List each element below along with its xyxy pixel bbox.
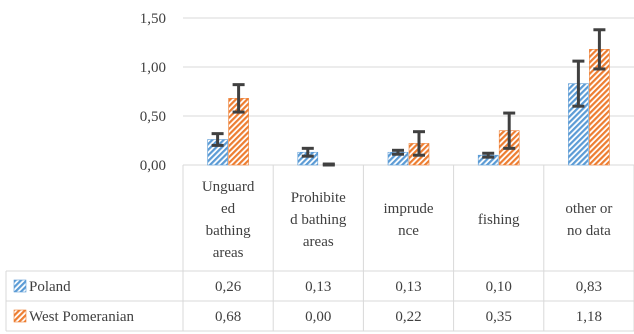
table-value: 0,83 bbox=[576, 279, 602, 295]
error-bar bbox=[503, 111, 516, 150]
category-label: Prohibite d bathing areas bbox=[290, 190, 347, 250]
error-bar bbox=[413, 130, 425, 157]
table-value: 0,26 bbox=[215, 279, 242, 295]
y-tick-label: 1,50 bbox=[140, 11, 166, 27]
error-bars bbox=[211, 28, 606, 167]
table-value: 0,35 bbox=[486, 309, 512, 325]
legend-label: Poland bbox=[29, 279, 71, 295]
legend-label: West Pomeranian bbox=[29, 309, 135, 325]
error-bar bbox=[593, 28, 606, 71]
error-bar bbox=[572, 59, 585, 108]
y-tick-label: 0,50 bbox=[140, 109, 166, 125]
error-bar bbox=[482, 151, 495, 159]
error-bar bbox=[392, 148, 404, 156]
table-value: 0,10 bbox=[486, 279, 512, 295]
table-value: 0,68 bbox=[215, 309, 241, 325]
legend-key-west-pomeranian bbox=[13, 309, 27, 323]
category-label: imprude nce bbox=[384, 201, 434, 239]
category-label: fishing bbox=[478, 212, 520, 228]
y-tick-label: 1,00 bbox=[140, 60, 166, 76]
data-table: Unguard ed bathing areas Prohibite d bathing a… bbox=[5, 165, 634, 332]
category-label: other or no data bbox=[565, 201, 612, 239]
table-value: 0,13 bbox=[395, 279, 421, 295]
legend-key-poland bbox=[13, 279, 27, 293]
y-axis: 0,00 0,50 1,00 1,50 bbox=[140, 11, 166, 174]
table-value: 0,22 bbox=[395, 309, 421, 325]
y-tick-label: 0,00 bbox=[140, 158, 166, 174]
table-value: 0,13 bbox=[305, 279, 331, 295]
error-bar bbox=[322, 162, 335, 167]
error-bar bbox=[232, 83, 245, 114]
gridlines bbox=[183, 17, 634, 166]
table-value: 0,00 bbox=[305, 309, 331, 325]
error-bar bbox=[301, 146, 314, 158]
table-value: 1,18 bbox=[576, 309, 602, 325]
category-label: Unguard ed bathing areas bbox=[202, 179, 255, 261]
error-bar bbox=[211, 132, 224, 147]
